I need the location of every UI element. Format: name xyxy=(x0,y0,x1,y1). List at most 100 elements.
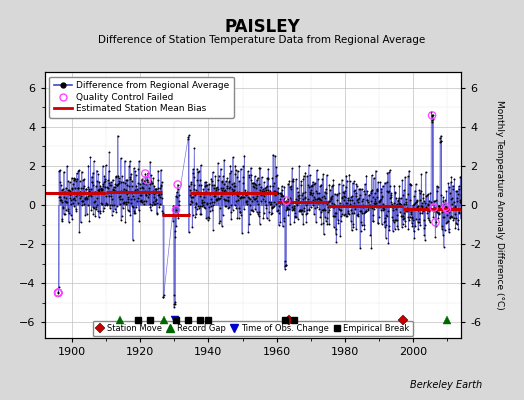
Point xyxy=(309,189,317,196)
Point xyxy=(152,210,161,217)
Point xyxy=(259,210,268,216)
Point xyxy=(203,200,211,206)
Point xyxy=(184,132,193,139)
Point xyxy=(171,298,179,305)
Point xyxy=(452,221,461,227)
Point xyxy=(290,212,299,219)
Point xyxy=(410,200,419,206)
Point xyxy=(107,182,115,188)
Point xyxy=(318,193,326,200)
Point xyxy=(68,216,77,222)
Point xyxy=(384,208,392,214)
Point xyxy=(333,192,341,198)
Point xyxy=(192,211,200,217)
Point xyxy=(441,203,449,209)
Point xyxy=(388,214,397,220)
Point xyxy=(377,189,385,195)
Point xyxy=(219,185,227,192)
Point xyxy=(253,198,261,204)
Point xyxy=(206,208,214,214)
Point xyxy=(369,218,377,225)
Point xyxy=(104,189,113,195)
Point xyxy=(104,185,112,192)
Point xyxy=(293,200,301,206)
Point xyxy=(152,196,160,202)
Point xyxy=(399,213,407,219)
Point xyxy=(126,211,135,218)
Point xyxy=(134,179,143,186)
Point xyxy=(261,185,269,191)
Point xyxy=(227,180,236,187)
Point xyxy=(92,167,101,174)
Point xyxy=(372,198,380,204)
Point xyxy=(333,217,342,223)
Point xyxy=(414,218,423,225)
Point xyxy=(352,226,361,232)
Point xyxy=(375,214,383,220)
Point xyxy=(191,192,199,198)
Point xyxy=(289,206,298,213)
Point xyxy=(185,187,194,193)
Point xyxy=(75,228,83,235)
Point xyxy=(84,192,92,199)
Point xyxy=(386,182,394,189)
Point xyxy=(381,215,389,222)
Point xyxy=(449,216,457,223)
Point xyxy=(117,213,126,219)
Point xyxy=(235,189,244,195)
Point xyxy=(325,221,333,228)
Point xyxy=(407,208,416,215)
Point xyxy=(72,206,80,213)
Point xyxy=(245,195,254,202)
Point xyxy=(335,206,344,212)
Point xyxy=(115,194,123,200)
Point xyxy=(76,194,84,201)
Point xyxy=(395,203,403,210)
Point xyxy=(157,183,166,190)
Point xyxy=(54,290,62,296)
Point xyxy=(404,214,412,220)
Point xyxy=(314,195,323,201)
Point xyxy=(342,200,350,206)
Point xyxy=(215,205,224,211)
Point xyxy=(359,222,368,228)
Point xyxy=(365,192,374,198)
Point xyxy=(150,201,158,208)
Point xyxy=(308,183,316,190)
Point xyxy=(309,197,318,203)
Point xyxy=(230,187,238,193)
Point xyxy=(369,175,378,181)
Point xyxy=(142,192,150,198)
Point xyxy=(127,170,135,177)
Point xyxy=(257,191,266,197)
Point xyxy=(170,301,179,307)
Point xyxy=(388,207,397,213)
Point xyxy=(432,208,440,214)
Point xyxy=(334,220,343,226)
Point xyxy=(448,201,456,207)
Point xyxy=(215,196,223,202)
Point xyxy=(361,190,369,197)
Point xyxy=(194,168,202,175)
Point xyxy=(158,195,166,201)
Point xyxy=(355,208,364,215)
Point xyxy=(198,203,206,209)
Point xyxy=(319,200,327,206)
Point xyxy=(254,200,262,207)
Point xyxy=(394,226,402,232)
Point xyxy=(83,202,92,208)
Point xyxy=(213,196,221,203)
Point xyxy=(80,176,88,182)
Point xyxy=(340,197,348,204)
Point xyxy=(174,197,183,204)
Point xyxy=(254,213,263,219)
Point xyxy=(423,201,432,208)
Point xyxy=(359,196,367,202)
Point xyxy=(447,174,456,180)
Point xyxy=(78,168,86,175)
Point xyxy=(85,190,94,197)
Point xyxy=(380,202,388,209)
Point xyxy=(371,200,379,207)
Point xyxy=(354,199,362,205)
Point xyxy=(151,201,159,208)
